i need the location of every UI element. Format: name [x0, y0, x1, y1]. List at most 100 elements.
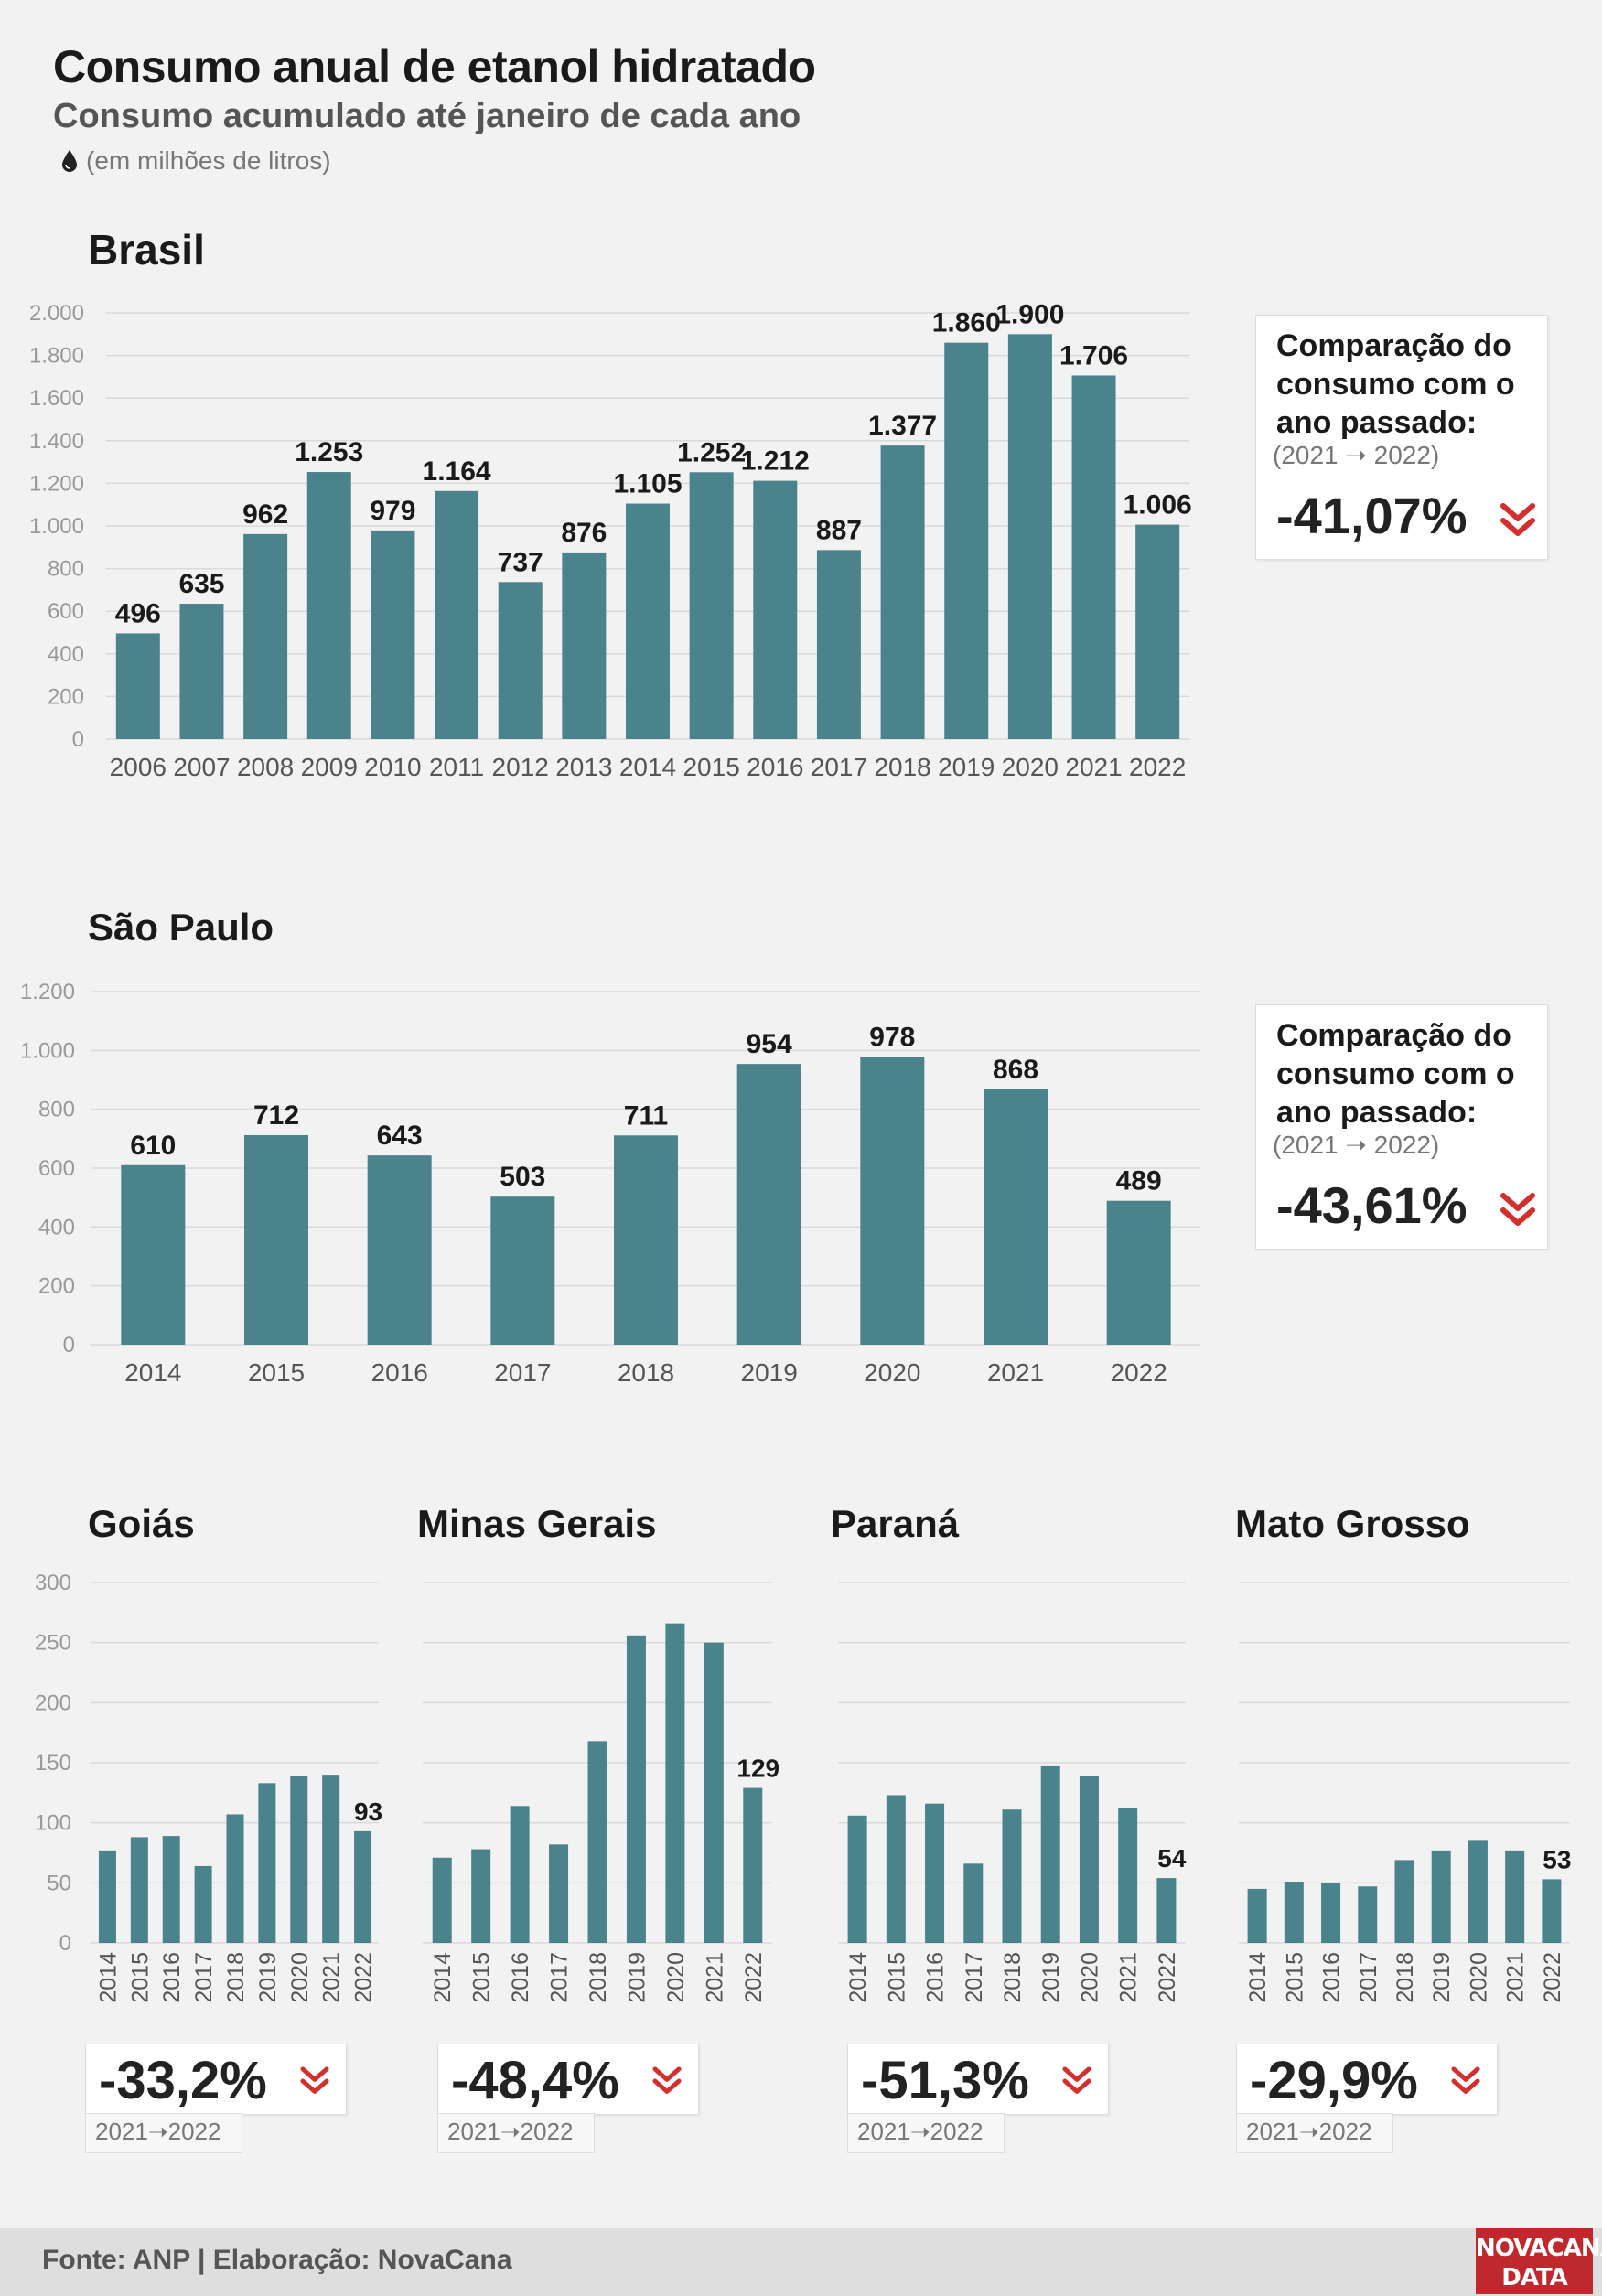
brasil-bar [753, 480, 798, 739]
mato_grosso-value-label: 53 [1543, 1845, 1571, 1873]
brasil-x-tick-label: 2014 [619, 753, 676, 781]
goias-x-tick-label: 2018 [223, 1952, 249, 2003]
brasil-bar [115, 633, 160, 739]
brasil-x-tick-label: 2009 [301, 753, 358, 781]
sao_paulo-x-tick-label: 2021 [987, 1358, 1044, 1387]
minas_gerais-bar [471, 1849, 491, 1943]
logo-line-2: DATA [1501, 2264, 1568, 2291]
goias-value-label: 93 [354, 1797, 382, 1826]
novacana-logo: NOVACANA DATA [1476, 2228, 1602, 2294]
goias-bar [130, 1837, 148, 1943]
minas_gerais-x-tick-label: 2018 [586, 1952, 611, 2003]
goias-bar [258, 1783, 276, 1943]
brasil-x-tick-label: 2021 [1065, 753, 1122, 781]
mato_grosso-bar [1394, 1860, 1414, 1943]
minas_gerais-x-tick-label: 2015 [469, 1952, 495, 2003]
goias-bar [322, 1775, 340, 1943]
brasil-x-tick-label: 2017 [811, 753, 867, 781]
brasil-bar [816, 550, 861, 739]
unit-note: (em milhões de litros) [60, 146, 331, 176]
unit-label: (em milhões de litros) [86, 146, 331, 175]
parana-bar [1002, 1809, 1022, 1943]
minas_gerais-x-tick-label: 2017 [547, 1952, 573, 2003]
brasil-bar [306, 472, 351, 739]
sao_paulo-x-tick-label: 2014 [124, 1358, 181, 1387]
goias-x-tick-label: 2014 [95, 1952, 121, 2003]
brasil-y-tick-label: 1.400 [29, 429, 84, 454]
parana-x-tick-label: 2014 [845, 1952, 871, 2003]
brasil-bar [243, 533, 288, 739]
goias-x-tick-label: 2015 [127, 1952, 153, 2003]
goias-comparison-box: -33,2% [85, 2044, 347, 2115]
brasil-bar [435, 490, 479, 739]
sao_paulo-x-tick-label: 2020 [864, 1358, 920, 1387]
goias-bar [162, 1836, 180, 1943]
brasil-x-tick-label: 2016 [747, 753, 803, 781]
brasil-value-label: 1.860 [932, 308, 1001, 338]
goias-bar [98, 1850, 116, 1943]
sao_paulo-bar [736, 1064, 801, 1345]
mato_grosso-bar [1284, 1882, 1304, 1943]
comparison-value: -43,61% [1276, 1176, 1468, 1234]
mato_grosso-bar [1505, 1850, 1525, 1943]
brasil-y-tick-label: 200 [48, 684, 84, 709]
sao_paulo-value-label: 954 [747, 1029, 792, 1059]
comparison-value: -51,3% [861, 2051, 1029, 2110]
minas_gerais-x-tick-label: 2021 [702, 1952, 727, 2003]
brasil-value-label: 887 [816, 515, 862, 545]
goias-x-tick-label: 2019 [255, 1952, 281, 2003]
parana-x-tick-label: 2021 [1116, 1952, 1142, 2003]
goias-comparison-period: 2021➝2022 [85, 2113, 242, 2153]
parana-x-tick-label: 2017 [962, 1952, 987, 2003]
parana-x-tick-label: 2018 [1000, 1952, 1026, 2003]
drop-icon [62, 150, 77, 172]
brasil-x-tick-label: 2013 [555, 753, 612, 781]
sao_paulo-bar [984, 1089, 1048, 1345]
brasil-bar [1007, 334, 1052, 739]
minas_gerais-bar [587, 1741, 607, 1943]
brasil-x-tick-label: 2019 [938, 753, 995, 781]
minas_gerais-x-tick-label: 2020 [663, 1952, 689, 2003]
brasil-y-tick-label: 2.000 [29, 301, 84, 326]
brasil-comparison-box: Comparação do consumo com o ano passado:… [1255, 315, 1548, 560]
comparison-value: -33,2% [99, 2051, 267, 2110]
comparison-period: (2021 ➝ 2022) [1273, 441, 1440, 469]
comparison-period: (2021 ➝ 2022) [1273, 1131, 1440, 1159]
mato_grosso-x-tick-label: 2021 [1503, 1952, 1529, 2003]
parana-bar [1079, 1776, 1099, 1943]
parana-x-tick-label: 2019 [1038, 1952, 1064, 2003]
sao_paulo-value-label: 610 [130, 1131, 176, 1161]
mato_grosso-x-tick-label: 2016 [1319, 1952, 1345, 2003]
sao-paulo-title: São Paulo [88, 906, 274, 949]
brasil-y-tick-label: 1.200 [29, 471, 84, 496]
brasil-value-label: 1.377 [868, 411, 937, 441]
brasil-x-tick-label: 2012 [492, 753, 549, 781]
minas_gerais-bar [743, 1787, 763, 1943]
brasil-value-label: 979 [370, 496, 415, 526]
sao_paulo-value-label: 711 [624, 1100, 668, 1131]
sao_paulo-bar [367, 1155, 432, 1345]
minas_gerais-value-label: 129 [736, 1754, 779, 1783]
sao_paulo-x-tick-label: 2015 [248, 1358, 305, 1387]
goias-y-tick-label: 300 [35, 1571, 71, 1595]
minas_gerais-x-tick-label: 2019 [624, 1952, 650, 2003]
mato-grosso-comparison-period: 2021➝2022 [1236, 2113, 1393, 2153]
goias-x-tick-label: 2022 [351, 1952, 377, 2003]
goias-y-tick-label: 100 [35, 1811, 71, 1836]
goias-x-tick-label: 2020 [287, 1952, 313, 2003]
mato_grosso-x-tick-label: 2014 [1245, 1952, 1271, 2003]
brasil-value-label: 1.105 [613, 469, 682, 499]
comparison-value: -41,07% [1276, 487, 1468, 544]
parana-bar [1118, 1808, 1138, 1943]
minas_gerais-bar [432, 1857, 452, 1943]
mato_grosso-x-tick-label: 2020 [1466, 1952, 1491, 2003]
comparison-label: Comparação do consumo com o ano passado: [1276, 328, 1515, 440]
source-note: Fonte: ANP | Elaboração: NovaCana [42, 2245, 512, 2275]
brasil-y-tick-label: 400 [48, 642, 84, 667]
parana-title: Paraná [831, 1502, 960, 1545]
brasil-y-tick-label: 800 [48, 557, 84, 582]
parana-bar [1040, 1765, 1060, 1943]
sao_paulo-y-tick-label: 1.200 [20, 980, 75, 1004]
goias-x-tick-label: 2017 [191, 1952, 217, 2003]
brasil-value-label: 1.212 [741, 446, 810, 477]
